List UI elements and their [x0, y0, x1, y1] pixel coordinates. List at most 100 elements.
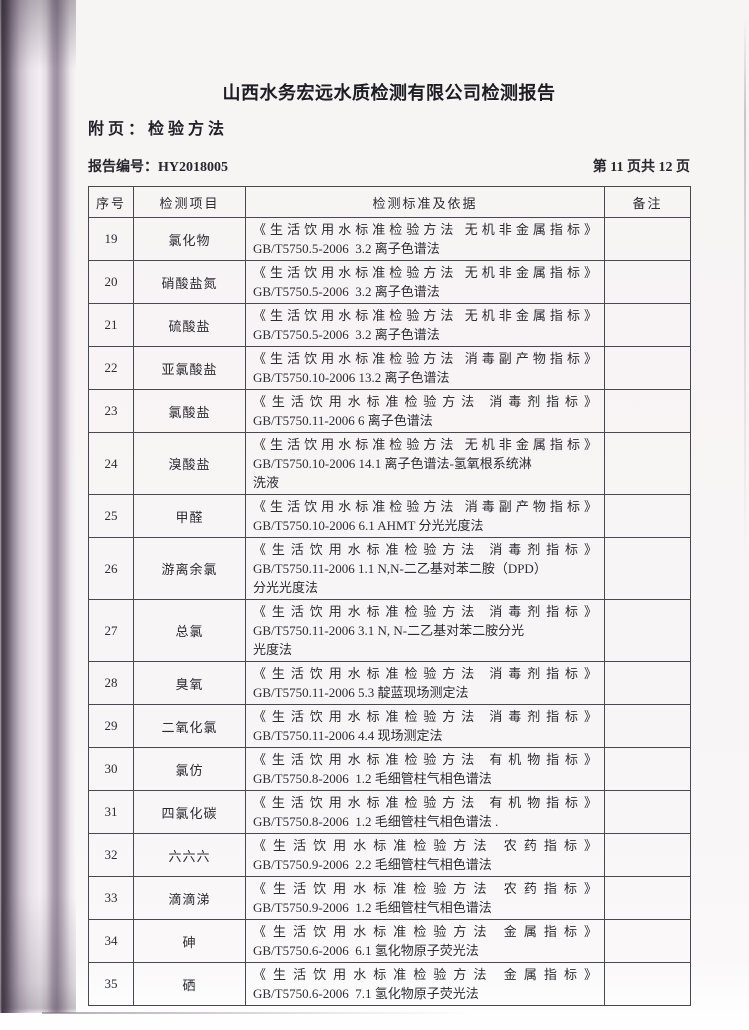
remark-cell: [604, 599, 691, 662]
test-item-cell: 溴酸盐: [133, 432, 246, 495]
standard-title-line: 《生活饮用水标准检验方法 金属指标》: [253, 924, 597, 939]
row-number-cell: 34: [88, 919, 134, 963]
row-number-cell: 20: [88, 260, 134, 304]
row-number-cell: 33: [88, 876, 134, 920]
report-meta-row: 报告编号：HY2018005 第 11 页共 12 页: [88, 156, 690, 176]
standard-method-line: GB/T5750.9-2006 1.2 毛细管柱气相色谱法: [253, 900, 492, 915]
test-item-cell: 硒: [133, 962, 246, 1006]
standard-cell: 《生活饮用水标准检验方法 消毒副产物指标》 GB/T5750.10-2006 13…: [245, 346, 605, 390]
remark-cell: [604, 303, 691, 347]
table-row: 24 溴酸盐 《生活饮用水标准检验方法 无机非金属指标》 GB/T5750.10-20…: [88, 432, 691, 495]
standard-method-line: GB/T5750.8-2006 1.2 毛细管柱气相色谱法: [253, 771, 492, 786]
page-bottom-edge-shadow: [42, 1012, 472, 1014]
test-item-cell: 滴滴涕: [133, 876, 246, 920]
test-item-cell: 亚氯酸盐: [133, 346, 246, 390]
standard-cell: 《生活饮用水标准检验方法 消毒剂指标》 GB/T5750.11-2006 4.4 …: [245, 704, 605, 748]
standard-method-line: GB/T5750.5-2006 3.2 离子色谱法: [253, 241, 440, 256]
remark-cell: [604, 389, 691, 433]
standard-method-line: GB/T5750.11-2006 3.1 N, N-二乙基对苯二胺分光 光度法: [253, 623, 525, 657]
remark-cell: [604, 747, 691, 791]
test-item-cell: 二氧化氯: [133, 704, 246, 748]
col-header-standard: 检测标准及依据: [245, 186, 605, 218]
standard-cell: 《生活饮用水标准检验方法 有机物指标》 GB/T5750.8-2006 1.2 毛…: [245, 790, 605, 834]
test-item-cell: 臭氧: [133, 661, 246, 705]
standard-title-line: 《生活饮用水标准检验方法 金属指标》: [253, 967, 597, 982]
table-row: 21 硫酸盐 《生活饮用水标准检验方法 无机非金属指标》 GB/T5750.5-200…: [88, 303, 691, 347]
remark-cell: [604, 876, 691, 920]
remark-cell: [604, 217, 691, 261]
standard-cell: 《生活饮用水标准检验方法 金属指标》 GB/T5750.6-2006 6.1 氢化…: [245, 919, 605, 963]
remark-cell: [604, 432, 691, 495]
page-right-edge-shadow: [744, 18, 746, 558]
report-number-label: 报告编号：: [88, 160, 158, 175]
row-number-cell: 26: [88, 537, 134, 600]
standard-cell: 《生活饮用水标准检验方法 有机物指标》 GB/T5750.8-2006 1.2 毛…: [245, 747, 605, 791]
standard-cell: 《生活饮用水标准检验方法 消毒剂指标》 GB/T5750.11-2006 3.1 …: [245, 599, 605, 662]
remark-cell: [604, 494, 691, 538]
table-row: 30 氯仿 《生活饮用水标准检验方法 有机物指标》 GB/T5750.8-2006 1…: [88, 747, 691, 791]
table-row: 25 甲醛 《生活饮用水标准检验方法 消毒副产物指标》 GB/T5750.10-200…: [88, 494, 691, 538]
row-number-cell: 21: [88, 303, 134, 347]
table-header-row: 序号 检测项目 检测标准及依据 备注: [88, 186, 691, 218]
test-item-cell: 甲醛: [133, 494, 246, 538]
test-item-cell: 氯仿: [133, 747, 246, 791]
row-number-cell: 27: [88, 599, 134, 662]
test-item-cell: 总氯: [133, 599, 246, 662]
report-number: 报告编号：HY2018005: [88, 156, 228, 176]
test-item-cell: 砷: [133, 919, 246, 963]
standard-cell: 《生活饮用水标准检验方法 农药指标》 GB/T5750.9-2006 2.2 毛细…: [245, 833, 605, 877]
standard-method-line: GB/T5750.10-2006 6.1 AHMT 分光光度法: [253, 518, 484, 533]
col-header-item: 检测项目: [133, 186, 246, 218]
standard-cell: 《生活饮用水标准检验方法 消毒剂指标》 GB/T5750.11-2006 1.1 …: [245, 537, 605, 600]
book-binding-shadow: [0, 0, 76, 1013]
col-header-no: 序号: [88, 186, 134, 218]
row-number-cell: 22: [88, 346, 134, 390]
remark-cell: [604, 661, 691, 705]
remark-cell: [604, 260, 691, 304]
row-number-cell: 29: [88, 704, 134, 748]
standard-title-line: 《生活饮用水标准检验方法 消毒剂指标》: [253, 709, 597, 724]
standard-cell: 《生活饮用水标准检验方法 无机非金属指标》 GB/T5750.10-2006 14…: [245, 432, 605, 495]
standard-title-line: 《生活饮用水标准检验方法 农药指标》: [253, 838, 597, 853]
attachment-heading: 附页：检验方法: [88, 121, 229, 138]
row-number-cell: 25: [88, 494, 134, 538]
test-item-cell: 游离余氯: [133, 537, 246, 600]
standard-method-line: GB/T5750.11-2006 5.3 靛蓝现场测定法: [253, 685, 469, 700]
standard-method-line: GB/T5750.11-2006 6 离子色谱法: [253, 413, 433, 428]
standard-cell: 《生活饮用水标准检验方法 消毒剂指标》 GB/T5750.11-2006 6 离子…: [245, 389, 605, 433]
test-item-cell: 四氯化碳: [133, 790, 246, 834]
test-item-cell: 氯酸盐: [133, 389, 246, 433]
standard-title-line: 《生活饮用水标准检验方法 有机物指标》: [253, 795, 597, 810]
row-number-cell: 35: [88, 962, 134, 1006]
standard-method-line: GB/T5750.6-2006 7.1 氢化物原子荧光法: [253, 986, 479, 1001]
standard-cell: 《生活饮用水标准检验方法 消毒剂指标》 GB/T5750.11-2006 5.3 …: [245, 661, 605, 705]
row-number-cell: 19: [88, 217, 134, 261]
remark-cell: [604, 790, 691, 834]
row-number-cell: 24: [88, 432, 134, 495]
test-item-cell: 氯化物: [133, 217, 246, 261]
table-row: 32 六六六 《生活饮用水标准检验方法 农药指标》 GB/T5750.9-2006 2…: [88, 833, 691, 877]
standard-method-line: GB/T5750.5-2006 3.2 离子色谱法: [253, 284, 440, 299]
standard-title-line: 《生活饮用水标准检验方法 消毒剂指标》: [253, 394, 597, 409]
standard-method-line: GB/T5750.10-2006 13.2 离子色谱法: [253, 370, 450, 385]
row-number-cell: 31: [88, 790, 134, 834]
table-row: 34 砷《生活饮用水标准检验方法 金属指标》 GB/T5750.6-2006 6.1…: [88, 919, 691, 963]
remark-cell: [604, 919, 691, 963]
table-row: 19 氯化物 《生活饮用水标准检验方法 无机非金属指标》 GB/T5750.5-200…: [88, 217, 691, 261]
standard-title-line: 《生活饮用水标准检验方法 无机非金属指标》: [253, 308, 597, 323]
table-row: 22 亚氯酸盐 《生活饮用水标准检验方法 消毒副产物指标》 GB/T5750.10-2…: [88, 346, 691, 390]
table-row: 35 硒《生活饮用水标准检验方法 金属指标》 GB/T5750.6-2006 7.1…: [88, 962, 691, 1006]
standard-method-line: GB/T5750.5-2006 3.2 离子色谱法: [253, 327, 440, 342]
table-row: 33 滴滴涕 《生活饮用水标准检验方法 农药指标》 GB/T5750.9-2006 1…: [88, 876, 691, 920]
report-number-value: HY2018005: [158, 160, 228, 175]
standard-title-line: 《生活饮用水标准检验方法 消毒剂指标》: [253, 542, 597, 557]
table-row: 31 四氯化碳 《生活饮用水标准检验方法 有机物指标》 GB/T5750.8-2006…: [88, 790, 691, 834]
remark-cell: [604, 704, 691, 748]
col-header-remark: 备注: [604, 186, 691, 218]
standard-method-line: GB/T5750.6-2006 6.1 氢化物原子荧光法: [253, 943, 479, 958]
standard-title-line: 《生活饮用水标准检验方法 无机非金属指标》: [253, 437, 597, 452]
standard-method-line: GB/T5750.11-2006 4.4 现场测定法: [253, 728, 443, 743]
remark-cell: [604, 346, 691, 390]
test-item-cell: 硫酸盐: [133, 303, 246, 347]
